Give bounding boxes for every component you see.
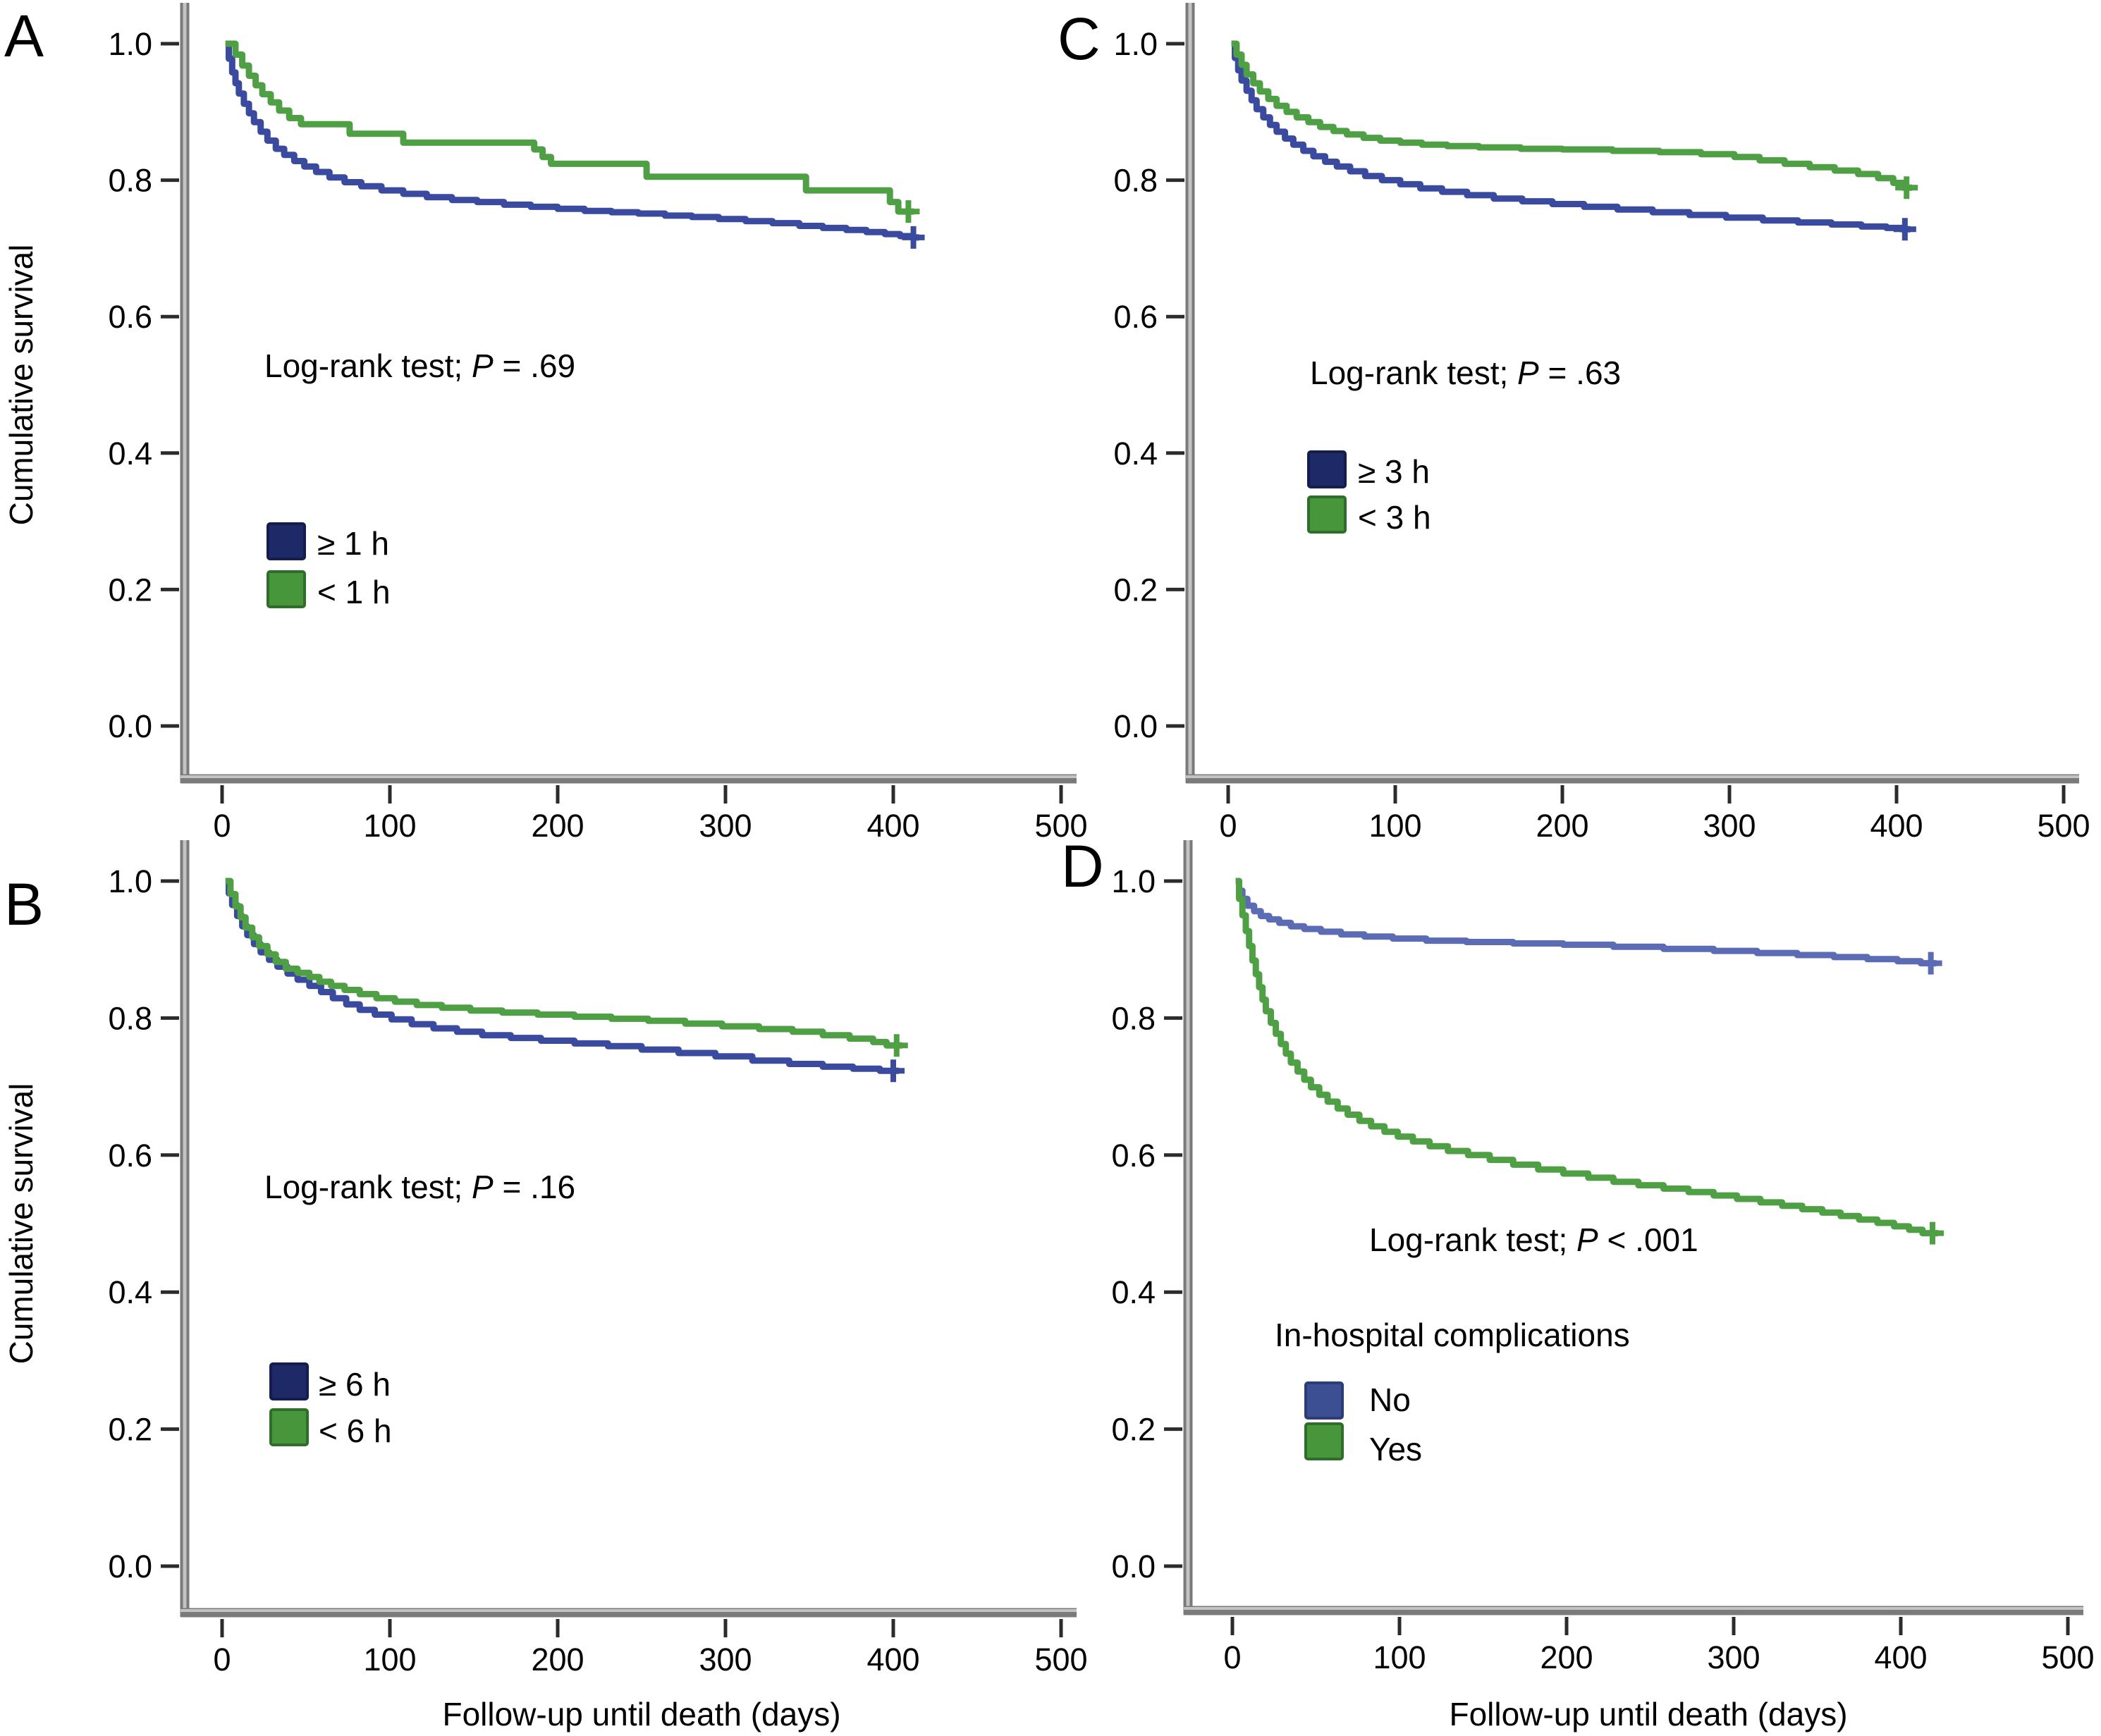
x-tick-label: 500: [2041, 1639, 2094, 1675]
x-tick-label: 500: [1034, 808, 1087, 844]
legend-label: < 3 h: [1358, 499, 1431, 536]
y-tick-label: 0.0: [1111, 1549, 1156, 1584]
panel-b: B 0.0 0.2 0.4 0.6 0.8 1.0 0 100 200 300 400 500 Cumul…: [3, 840, 1088, 1732]
y-tick-label: 0.0: [108, 708, 152, 744]
survival-curve: [1231, 40, 1911, 233]
legend-swatch: [267, 522, 306, 560]
x-tick-label: 200: [531, 808, 584, 844]
x-tick-label: 500: [1034, 1642, 1087, 1677]
x-axis-title: Follow-up until death (days): [1449, 1696, 1847, 1732]
y-tick-label: 0.4: [1113, 436, 1158, 472]
panel-d: D 0.0 0.2 0.4 0.6 0.8 1.0 0 100 200 300 400 500 Follo…: [1061, 833, 2095, 1732]
y-tick-label: 0.2: [108, 1412, 152, 1448]
survival-curve: [225, 40, 914, 215]
panel-letter: C: [1058, 6, 1101, 72]
survival-curve: [1235, 878, 1937, 967]
survival-curve: [225, 40, 919, 241]
y-axis-title: Cumulative survival: [3, 245, 39, 526]
y-tick-label: 0.4: [1111, 1274, 1156, 1310]
y-tick-label: 0.6: [108, 299, 152, 335]
legend-label: ≥ 6 h: [319, 1366, 391, 1403]
y-tick-label: 1.0: [1111, 863, 1156, 899]
x-tick-label: 0: [1223, 1639, 1241, 1675]
panel-a: A 0.0 0.2 0.4 0.6 0.8 1.0 0 100 200 300 400 500 Cumul…: [3, 3, 1088, 844]
y-tick-label: 0.0: [1113, 708, 1158, 744]
y-tick-label: 1.0: [108, 26, 152, 62]
x-tick-label: 300: [699, 1642, 752, 1677]
y-tick-label: 0.6: [1111, 1138, 1156, 1174]
legend-swatch: [1307, 495, 1347, 534]
y-tick-label: 0.2: [108, 572, 152, 608]
x-tick-label: 200: [1540, 1639, 1593, 1675]
x-tick-label: 100: [363, 1642, 416, 1677]
x-tick-label: 400: [1874, 1639, 1927, 1675]
legend-label: < 6 h: [319, 1412, 392, 1449]
survival-curve: [225, 878, 902, 1049]
x-tick-label: 300: [1707, 1639, 1760, 1675]
y-tick-label: 0.2: [1113, 572, 1158, 608]
x-tick-label: 300: [699, 808, 752, 844]
log-rank-annotation: Log-rank test; P = .63: [1310, 355, 1621, 391]
panel-letter: B: [4, 871, 44, 937]
y-tick-label: 1.0: [108, 863, 152, 899]
x-tick-label: 400: [866, 808, 919, 844]
log-rank-annotation: Log-rank test; P = .69: [264, 347, 575, 384]
x-axis-title: Follow-up until death (days): [442, 1696, 840, 1732]
legend-label: ≥ 1 h: [317, 525, 389, 562]
legend-swatch: [267, 570, 306, 608]
y-axis-title: Cumulative survival: [3, 1083, 39, 1365]
y-tick-label: 0.8: [1111, 1000, 1156, 1036]
x-tick-label: 100: [363, 808, 416, 844]
x-tick-label: 500: [2037, 808, 2090, 844]
x-tick-label: 0: [213, 1642, 231, 1677]
legend-label: No: [1369, 1381, 1411, 1418]
legend-title: In-hospital complications: [1275, 1317, 1630, 1353]
legend-label: < 1 h: [317, 574, 391, 610]
legend-swatch: [269, 1408, 309, 1446]
y-tick-label: 0.4: [108, 436, 152, 472]
survival-curve: [225, 878, 899, 1074]
legend-label: Yes: [1369, 1431, 1422, 1467]
legend-swatch: [1304, 1381, 1344, 1420]
x-tick-label: 400: [866, 1642, 919, 1677]
survival-curve: [1231, 40, 1913, 191]
legend-label: ≥ 3 h: [1358, 453, 1430, 490]
y-tick-label: 0.0: [108, 1549, 152, 1584]
y-tick-label: 0.6: [108, 1138, 152, 1174]
x-tick-label: 400: [1870, 808, 1923, 844]
x-tick-label: 0: [1219, 808, 1237, 844]
y-tick-label: 0.8: [108, 163, 152, 199]
panel-letter: A: [4, 3, 44, 69]
y-tick-label: 0.6: [1113, 299, 1158, 335]
x-tick-label: 0: [213, 808, 231, 844]
legend-swatch: [1304, 1422, 1344, 1460]
panel-c: C 0.0 0.2 0.4 0.6 0.8 1.0 0 100 200 300 400 500 Log-r…: [1058, 3, 2090, 844]
survival-curve: [1235, 878, 1938, 1237]
legend-swatch: [1307, 450, 1347, 488]
x-tick-label: 100: [1373, 1639, 1426, 1675]
y-tick-label: 0.2: [1111, 1412, 1156, 1448]
log-rank-annotation: Log-rank test; P = .16: [264, 1169, 575, 1205]
y-tick-label: 1.0: [1113, 26, 1158, 62]
x-tick-label: 100: [1368, 808, 1421, 844]
y-tick-label: 0.8: [1113, 163, 1158, 199]
x-tick-label: 200: [1536, 808, 1588, 844]
y-tick-label: 0.8: [108, 1000, 152, 1036]
x-tick-label: 200: [531, 1642, 584, 1677]
x-tick-label: 300: [1703, 808, 1756, 844]
log-rank-annotation: Log-rank test; P < .001: [1369, 1221, 1698, 1258]
y-tick-label: 0.4: [108, 1274, 152, 1310]
legend-swatch: [269, 1362, 309, 1401]
panel-letter: D: [1061, 833, 1104, 899]
